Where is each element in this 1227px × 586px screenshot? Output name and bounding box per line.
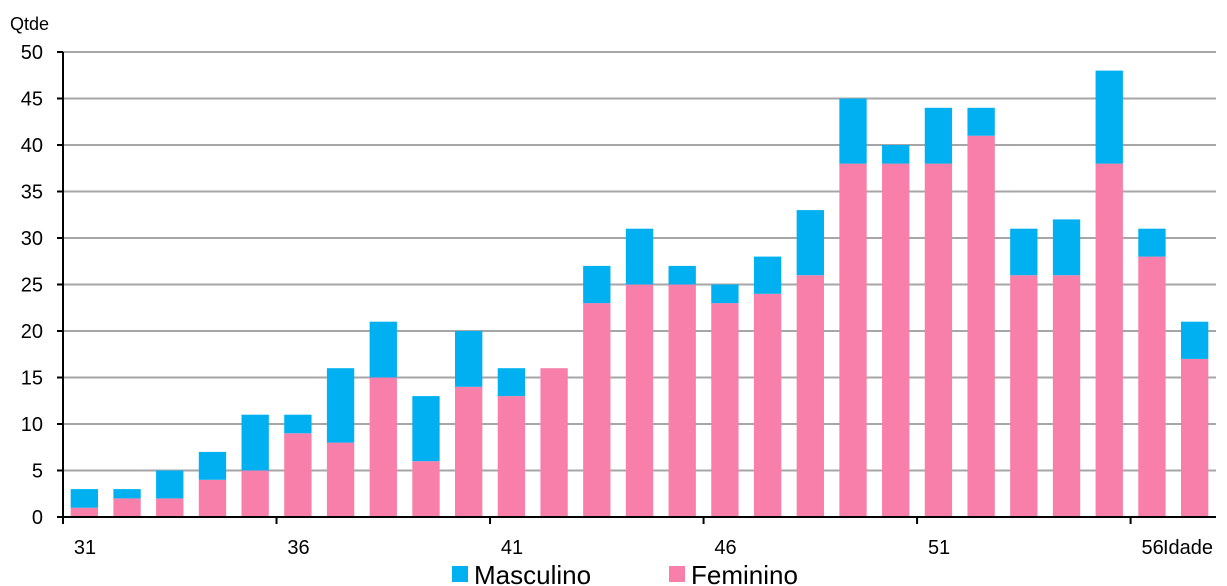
x-tick-label: 36	[287, 537, 309, 559]
bar-feminino-52	[967, 135, 995, 517]
bar-feminino-41	[497, 396, 526, 517]
axes	[57, 51, 1216, 524]
y-tick-labels: 0 5 10 15 20 25 30 35 40 45 50	[21, 42, 43, 529]
bar-feminino-53	[1010, 275, 1038, 517]
bar-masculino-49	[839, 98, 867, 164]
legend-swatch-feminino	[669, 566, 685, 582]
bar-masculino-51	[924, 107, 953, 164]
y-tick-label: 20	[21, 321, 43, 343]
bar-masculino-44	[625, 228, 654, 285]
bar-feminino-50	[882, 163, 910, 517]
bar-feminino-49	[839, 163, 867, 517]
bar-masculino-48	[796, 210, 824, 276]
bar-feminino-38	[369, 377, 397, 517]
bar-masculino-37	[326, 368, 355, 443]
bar-feminino-48	[796, 275, 824, 517]
bar-masculino-53	[1010, 228, 1038, 276]
bar-feminino-42	[540, 368, 568, 517]
bar-feminino-33	[156, 498, 184, 517]
bar-feminino-57	[1180, 358, 1209, 517]
bar-masculino-38	[369, 321, 397, 378]
bar-masculino-55	[1095, 70, 1123, 164]
bar-masculino-34	[198, 451, 227, 480]
bar-feminino-35	[241, 470, 269, 517]
bar-feminino-46	[711, 303, 739, 517]
x-tick-label: 56	[1141, 537, 1163, 559]
y-tick-label: 50	[21, 42, 43, 64]
bar-masculino-43	[583, 265, 611, 304]
bar-feminino-43	[583, 303, 611, 517]
bar-feminino-32	[113, 498, 141, 517]
legend-label-masculino: Masculino	[474, 560, 591, 586]
bar-feminino-44	[625, 284, 654, 517]
bar-masculino-45	[668, 265, 696, 285]
bar-feminino-51	[924, 163, 953, 517]
bar-masculino-50	[882, 145, 910, 164]
x-axis-title: Idade	[1163, 537, 1213, 559]
x-tick-label: 41	[501, 537, 523, 559]
y-tick-label: 45	[21, 89, 43, 111]
bar-feminino-31	[70, 507, 99, 517]
bar-masculino-41	[497, 368, 526, 397]
bar-feminino-37	[326, 442, 355, 517]
y-tick-label: 30	[21, 228, 43, 250]
x-tick-label: 51	[928, 537, 950, 559]
bar-feminino-34	[198, 479, 227, 517]
y-axis-title: Qtde	[10, 14, 49, 34]
bar-masculino-47	[753, 256, 782, 294]
legend-label-feminino: Feminino	[691, 560, 798, 586]
bar-masculino-36	[284, 414, 312, 434]
legend: Masculino Feminino	[452, 560, 798, 586]
bar-masculino-33	[156, 470, 184, 499]
x-tick-label: 46	[714, 537, 736, 559]
y-tick-label: 5	[32, 461, 43, 483]
bar-masculino-32	[113, 489, 141, 499]
bar-masculino-35	[241, 414, 269, 471]
bar-masculino-46	[711, 284, 739, 304]
legend-swatch-masculino	[452, 566, 468, 582]
y-tick-label: 40	[21, 135, 43, 157]
bar-masculino-54	[1052, 219, 1081, 276]
y-tick-label: 25	[21, 275, 43, 297]
bar-masculino-31	[70, 489, 99, 508]
bar-feminino-54	[1052, 275, 1081, 517]
bar-masculino-40	[455, 331, 483, 387]
bars	[70, 70, 1209, 517]
bar-feminino-45	[668, 284, 696, 517]
y-tick-label: 10	[21, 414, 43, 436]
bar-feminino-36	[284, 433, 312, 517]
bar-feminino-40	[455, 386, 483, 517]
bar-masculino-57	[1180, 321, 1209, 359]
bar-masculino-56	[1138, 228, 1166, 257]
y-tick-label: 0	[32, 507, 43, 529]
y-tick-label: 35	[21, 182, 43, 204]
bar-feminino-56	[1138, 256, 1166, 517]
bar-masculino-39	[412, 396, 440, 462]
bar-feminino-55	[1095, 163, 1123, 517]
y-tick-label: 15	[21, 368, 43, 390]
bar-feminino-39	[412, 461, 440, 517]
bar-feminino-47	[753, 293, 782, 517]
x-tick-labels: 31 36 41 46 51 56	[74, 537, 1164, 559]
x-tick-label: 31	[74, 537, 96, 559]
bar-masculino-52	[967, 107, 995, 136]
